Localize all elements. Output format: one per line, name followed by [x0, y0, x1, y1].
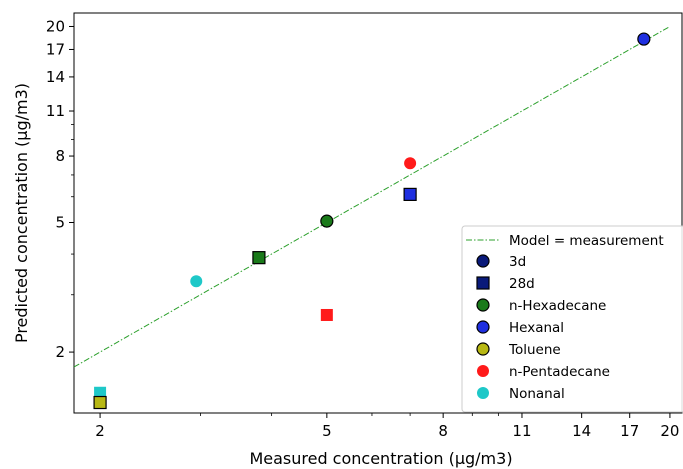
legend: Model = measurement 3d 28d n-Hexadecane Hex… [461, 225, 683, 413]
plot-area [73, 12, 683, 414]
legend-label-model-line: Model = measurement [509, 233, 664, 249]
legend-swatch-3d [476, 254, 490, 268]
y-tick-label: 14 [46, 68, 65, 86]
y-tick-label: 5 [55, 214, 65, 232]
y-axis-title: Predicted concentration (µg/m3) [12, 83, 31, 343]
legend-label-n-pentadecane: n-Pentadecane [509, 364, 610, 380]
legend-label-nonanal: Nonanal [509, 386, 565, 402]
y-tick-label: 2 [55, 343, 65, 361]
x-tick-label: 17 [620, 422, 639, 440]
legend-swatch-28d [476, 276, 490, 290]
x-tick-label: 11 [512, 422, 531, 440]
y-tick-label: 11 [46, 102, 65, 120]
legend-swatch-nonanal [477, 387, 489, 399]
legend-box [461, 225, 683, 413]
legend-swatch-n-pentadecane [477, 365, 489, 377]
legend-label-3d: 3d [509, 254, 526, 270]
legend-label-n-hexadecane: n-Hexadecane [509, 298, 606, 314]
x-tick-label: 5 [322, 422, 332, 440]
x-axis-title: Measured concentration (µg/m3) [249, 449, 512, 468]
data-point-n-pentadecane-3d [404, 157, 417, 170]
x-tick-label: 2 [95, 422, 105, 440]
x-tick-label: 8 [438, 422, 448, 440]
model-equals-measurement-line [73, 26, 671, 368]
x-tick-label: 20 [660, 422, 679, 440]
data-point-n-hexadecane-3d [320, 214, 334, 228]
data-point-hexanal-28d [403, 187, 417, 201]
legend-swatch-toluene [476, 342, 490, 356]
y-tick-label: 8 [55, 147, 65, 165]
data-points [93, 32, 651, 410]
x-tick-label: 14 [572, 422, 591, 440]
y-tick-label: 20 [46, 17, 65, 35]
data-point-n-hexadecane-28d [252, 251, 266, 265]
data-point-nonanal-28d [94, 386, 107, 399]
legend-swatch-n-hexadecane [476, 298, 490, 312]
legend-label-28d: 28d [509, 276, 535, 292]
legend-swatch-hexanal [476, 320, 490, 334]
y-tick-label: 17 [46, 40, 65, 58]
axis-ticks: 2 5 8 11 14 17 20 2 5 8 11 14 17 20 [46, 17, 680, 440]
data-point-nonanal-3d [190, 275, 203, 288]
legend-label-toluene: Toluene [508, 342, 561, 358]
data-point-toluene-28d [93, 395, 107, 410]
data-point-n-pentadecane-28d [320, 308, 333, 321]
data-point-hexanal-3d [637, 32, 651, 46]
legend-label-hexanal: Hexanal [509, 320, 564, 336]
